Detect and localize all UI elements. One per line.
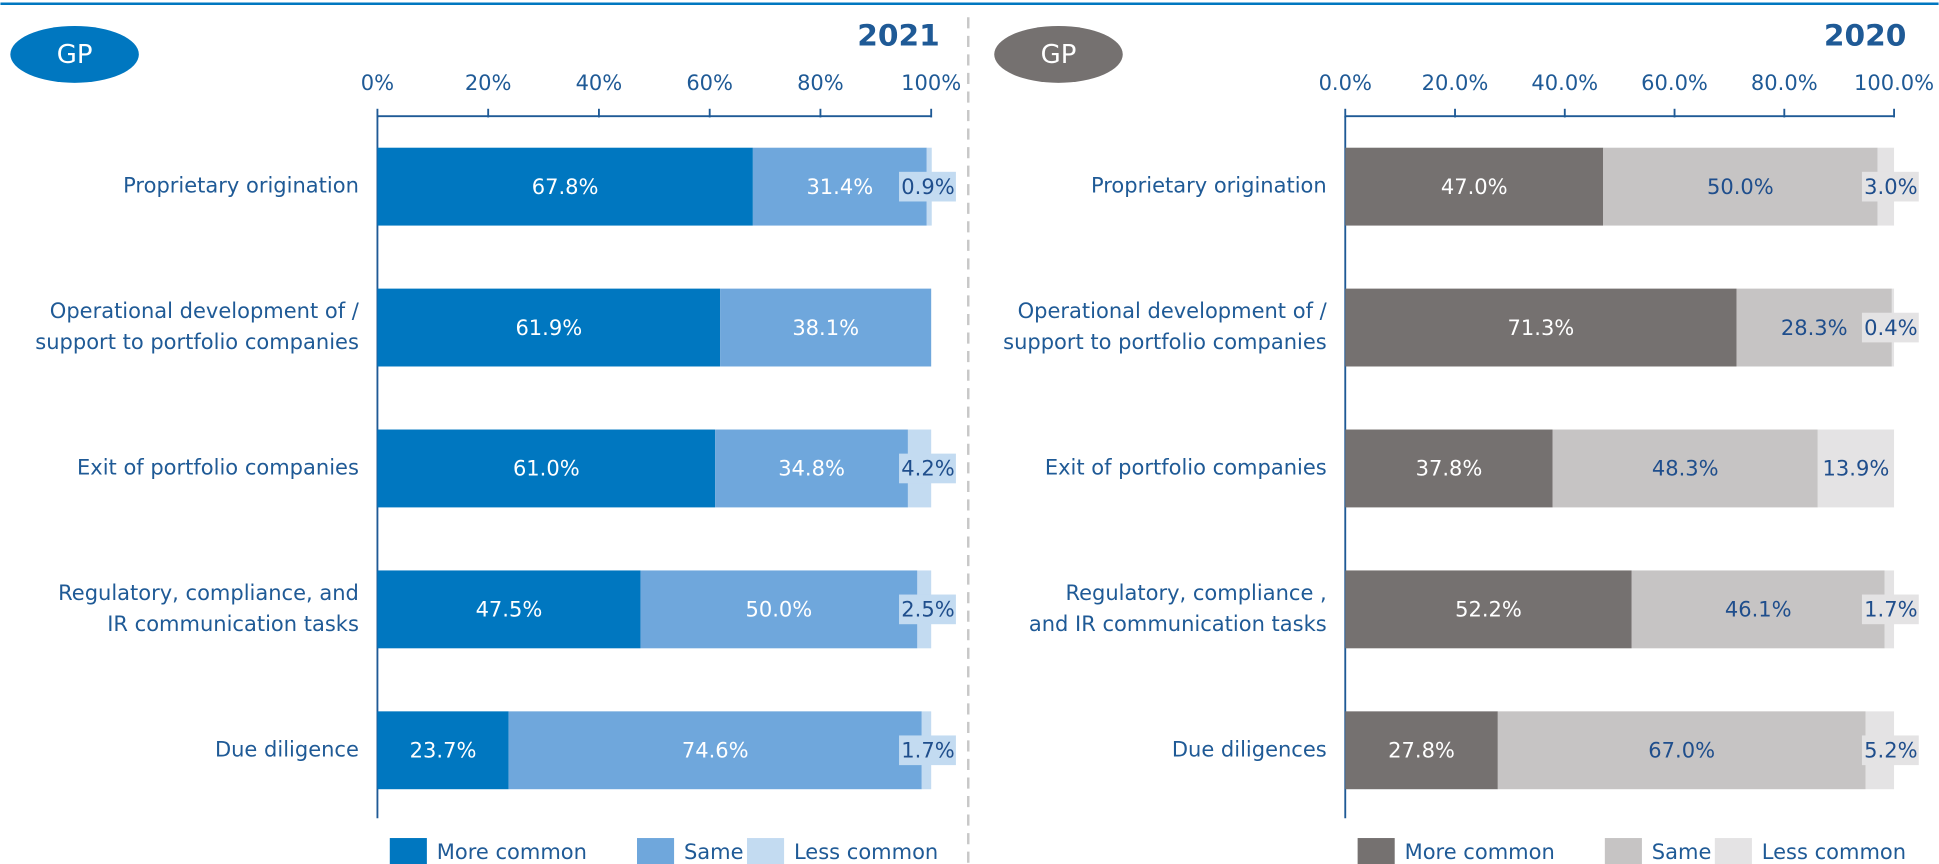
value-label: 34.8% — [778, 456, 845, 481]
category-label: Proprietary origination — [1091, 173, 1327, 198]
value-label-bg — [1861, 735, 1919, 766]
value-label: 5.2% — [1864, 738, 1917, 763]
value-label: 48.3% — [1652, 456, 1719, 481]
badge — [10, 25, 139, 83]
legend-label: Less common — [794, 839, 938, 864]
value-label: 50.0% — [746, 597, 813, 622]
bar-segment — [1345, 429, 1553, 508]
bar-segment — [1345, 711, 1498, 790]
value-label: 0.4% — [1864, 315, 1917, 340]
bar-segment — [1497, 711, 1866, 790]
bar-segment — [1817, 429, 1895, 508]
value-label: 4.2% — [901, 456, 954, 481]
value-label-bg — [899, 453, 956, 484]
value-label-bg — [1861, 594, 1919, 625]
bar-segment — [1552, 429, 1818, 508]
value-label-bg — [899, 735, 956, 766]
value-label-bg — [1861, 312, 1919, 343]
value-label: 52.2% — [1455, 597, 1522, 622]
bar-segment — [720, 288, 932, 367]
bar-segment — [1631, 570, 1885, 649]
value-label: 1.7% — [1864, 597, 1917, 622]
category-label: Regulatory, compliance , and IR communica… — [1029, 580, 1327, 636]
chart-title: 2021 — [857, 18, 940, 53]
category-label: Operational development of / support to p… — [35, 298, 360, 354]
value-label: 28.3% — [1781, 315, 1848, 340]
value-label: 31.4% — [806, 174, 873, 199]
bar-segment — [377, 288, 721, 367]
bar-segment — [377, 429, 716, 508]
legend-swatch — [1357, 838, 1395, 864]
value-label: 1.7% — [901, 738, 954, 763]
legend-swatch — [637, 838, 675, 864]
legend-label: More common — [1405, 839, 1555, 864]
legend-swatch — [1714, 838, 1752, 864]
x-tick-label: 40% — [576, 70, 623, 95]
value-label: 67.8% — [532, 174, 599, 199]
category-label: Exit of portfolio companies — [77, 454, 359, 479]
legend-label: Same — [1652, 839, 1712, 864]
value-label-bg — [899, 171, 956, 202]
value-label-bg — [899, 594, 956, 625]
x-tick-label: 40.0% — [1531, 70, 1598, 95]
x-tick-label: 80% — [797, 70, 844, 95]
value-label: 61.0% — [513, 456, 580, 481]
legend-swatch — [747, 838, 785, 864]
value-label-bg — [1861, 171, 1919, 202]
x-tick-label: 60.0% — [1641, 70, 1708, 95]
bar-segment — [752, 147, 927, 226]
value-label: 47.5% — [476, 597, 543, 622]
category-label: Due diligence — [215, 736, 359, 761]
bar-segment — [377, 711, 509, 790]
x-tick-label: 0.0% — [1319, 70, 1372, 95]
value-label: 38.1% — [792, 315, 859, 340]
bar-segment — [715, 429, 908, 508]
x-tick-label: 20.0% — [1422, 70, 1489, 95]
bar-segment — [640, 570, 918, 649]
bar-segment — [1603, 147, 1878, 226]
chart-title: 2020 — [1824, 18, 1907, 53]
x-tick-label: 0% — [361, 70, 394, 95]
badge-label: GP — [1041, 40, 1077, 70]
category-label: Exit of portfolio companies — [1045, 454, 1327, 479]
x-tick-label: 100% — [901, 70, 961, 95]
x-tick-label: 20% — [465, 70, 512, 95]
value-label: 47.0% — [1441, 174, 1508, 199]
value-label: 71.3% — [1508, 315, 1575, 340]
value-label: 3.0% — [1864, 174, 1917, 199]
value-label: 74.6% — [682, 738, 749, 763]
bar-segment — [508, 711, 922, 790]
x-tick-label: 100.0% — [1854, 70, 1934, 95]
value-label: 61.9% — [515, 315, 582, 340]
value-label: 67.0% — [1648, 738, 1715, 763]
bar-segment — [377, 147, 753, 226]
category-label: Due diligences — [1172, 736, 1327, 761]
legend-swatch — [389, 838, 427, 864]
badge-label: GP — [57, 40, 93, 70]
value-label: 0.9% — [901, 174, 954, 199]
legend-label: Same — [684, 839, 744, 864]
badge — [994, 25, 1123, 83]
bar-segment — [1345, 147, 1604, 226]
bar-segment — [1345, 570, 1632, 649]
legend-label: More common — [437, 839, 587, 864]
x-tick-label: 60% — [686, 70, 733, 95]
bar-segment — [1345, 288, 1737, 367]
legend-swatch — [1604, 838, 1642, 864]
value-label: 46.1% — [1725, 597, 1792, 622]
value-label: 13.9% — [1823, 456, 1890, 481]
category-label: Proprietary origination — [123, 173, 359, 198]
legend-label: Less common — [1762, 839, 1906, 864]
bar-segment — [377, 570, 641, 649]
category-label: Operational development of / support to p… — [1003, 298, 1328, 354]
value-label: 2.5% — [901, 597, 954, 622]
value-label: 50.0% — [1707, 174, 1774, 199]
x-tick-label: 80.0% — [1751, 70, 1818, 95]
value-label: 37.8% — [1416, 456, 1483, 481]
category-label: Regulatory, compliance, and IR communicat… — [58, 580, 359, 636]
value-label: 27.8% — [1388, 738, 1455, 763]
value-label: 23.7% — [410, 738, 477, 763]
